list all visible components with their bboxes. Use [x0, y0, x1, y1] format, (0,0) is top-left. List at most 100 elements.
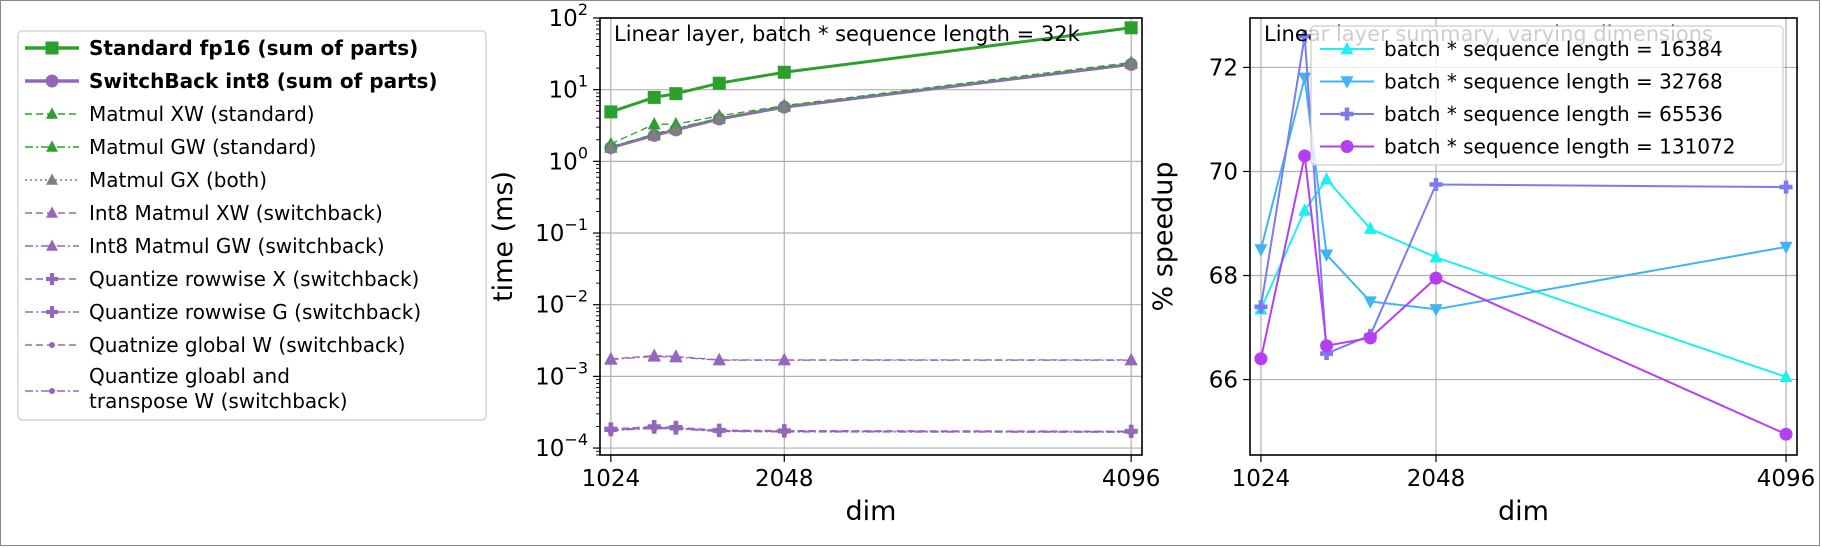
- legend-marker: [46, 239, 58, 251]
- speedup-legend-entry: batch * sequence length = 131072: [1320, 135, 1735, 159]
- data-point: [1429, 177, 1443, 191]
- series-1: [1254, 172, 1793, 383]
- y-tick-label: 10−1: [535, 215, 588, 247]
- series-line: [610, 26, 1132, 114]
- series-6: [604, 348, 1138, 366]
- y-tick-label: 102: [549, 0, 588, 32]
- series-line: [1259, 76, 1787, 311]
- legend-marker: [1340, 140, 1354, 153]
- legend-entry: Quatnize global W (switchback): [25, 333, 405, 357]
- data-point: [1298, 29, 1312, 43]
- data-point: [1429, 250, 1443, 263]
- speedup-legend: batch * sequence length = 16384 batch * s…: [1310, 25, 1784, 166]
- legend-entry: Int8 Matmul GW (switchback): [25, 234, 385, 258]
- data-point: [1298, 203, 1312, 216]
- y-tick-label: 66: [1209, 368, 1238, 394]
- data-point: [1320, 339, 1334, 353]
- data-point: [1363, 296, 1377, 309]
- legend-entry: Standard fp16 (sum of parts): [25, 36, 418, 60]
- legend-label: batch * sequence length = 16384: [1384, 37, 1723, 61]
- data-point: [1779, 427, 1793, 441]
- x-tick-label: 4096: [1102, 466, 1161, 492]
- y-tick-label: 101: [549, 72, 588, 104]
- legend-marker: [46, 306, 58, 318]
- series-4: [604, 56, 1138, 152]
- series-line: [1259, 35, 1787, 355]
- data-point: [647, 90, 661, 104]
- speedup-legend-entry: batch * sequence length = 32768: [1320, 70, 1723, 94]
- legend-label: batch * sequence length = 32768: [1384, 70, 1723, 94]
- legend-label: batch * sequence length = 131072: [1384, 135, 1735, 159]
- y-axis-label: time (ms): [488, 171, 519, 302]
- data-point: [1124, 56, 1138, 69]
- data-point: [647, 349, 661, 362]
- y-axis-label: % speedup: [1148, 161, 1179, 311]
- series-2: [1254, 72, 1793, 317]
- legend-marker: [1340, 76, 1354, 89]
- legend-label: SwitchBack int8 (sum of parts): [89, 69, 438, 93]
- legend-label: Int8 Matmul XW (switchback): [89, 201, 383, 225]
- y-tick-label: 100: [549, 143, 588, 175]
- x-tick-label: 2048: [755, 466, 814, 492]
- legend-entry: SwitchBack int8 (sum of parts): [25, 69, 438, 93]
- series-line: [610, 427, 1132, 433]
- data-point: [1779, 369, 1793, 383]
- speedup-legend-entry: batch * sequence length = 16384: [1320, 37, 1723, 61]
- series-5: [604, 56, 1138, 153]
- series-3: [604, 55, 1138, 150]
- x-tick-label: 1024: [582, 466, 641, 492]
- y-tick-label: 70: [1209, 159, 1238, 185]
- data-point: [1779, 241, 1793, 255]
- legend-entry: Matmul GX (both): [25, 168, 267, 192]
- data-point: [604, 140, 618, 153]
- legend-label: Matmul GW (standard): [89, 135, 316, 159]
- legend-entry: Int8 Matmul XW (switchback): [25, 201, 383, 225]
- x-axis-label: dim: [846, 496, 897, 527]
- legend-label: batch * sequence length = 65536: [1384, 102, 1723, 126]
- data-point: [1363, 221, 1377, 234]
- data-point: [1298, 149, 1312, 163]
- legend-marker: [46, 107, 58, 119]
- series-8: [604, 419, 1138, 438]
- series-line: [610, 63, 1132, 149]
- series-line: [610, 354, 1132, 361]
- series-line: [1259, 178, 1787, 378]
- legend-label: Quantize rowwise G (switchback): [89, 300, 421, 324]
- data-point: [1429, 304, 1443, 317]
- legend-marker: [46, 140, 58, 152]
- x-tick-label: 2048: [1407, 466, 1466, 492]
- data-point: [1124, 353, 1138, 366]
- data-point: [777, 353, 791, 366]
- legend-entry: Quantize rowwise G (switchback): [25, 300, 421, 324]
- grid: [600, 17, 1142, 455]
- data-point: [607, 427, 615, 435]
- series-9: [604, 420, 1138, 439]
- y-tick-label: 10−4: [535, 430, 588, 462]
- series-4: [1254, 149, 1793, 441]
- legend-marker: [1340, 41, 1354, 55]
- legend-label: Matmul XW (standard): [89, 102, 315, 126]
- data-point: [669, 87, 683, 101]
- data-point: [1320, 347, 1334, 361]
- plot-area-frame: [1249, 17, 1798, 456]
- legend-entry: Matmul GW (standard): [25, 135, 316, 159]
- y-tick-label: 10−2: [535, 287, 588, 319]
- data-point: [777, 65, 791, 79]
- data-point: [780, 428, 788, 436]
- x-axis-label: dim: [1498, 496, 1549, 527]
- legend-marker: [46, 206, 58, 218]
- data-point: [1320, 249, 1334, 262]
- data-point: [1254, 244, 1268, 257]
- legend-marker: [46, 273, 58, 285]
- legend-panel: Standard fp16 (sum of parts) SwitchBack i…: [17, 30, 487, 421]
- y-tick-label: 72: [1209, 55, 1238, 81]
- legend-entry: Matmul XW (standard): [25, 102, 315, 126]
- data-point: [669, 122, 683, 135]
- data-point: [1254, 352, 1268, 366]
- legend-label: Quantize gloabl and: [89, 364, 290, 388]
- data-point: [604, 105, 618, 119]
- series-line: [610, 62, 1132, 150]
- data-point: [1254, 300, 1268, 314]
